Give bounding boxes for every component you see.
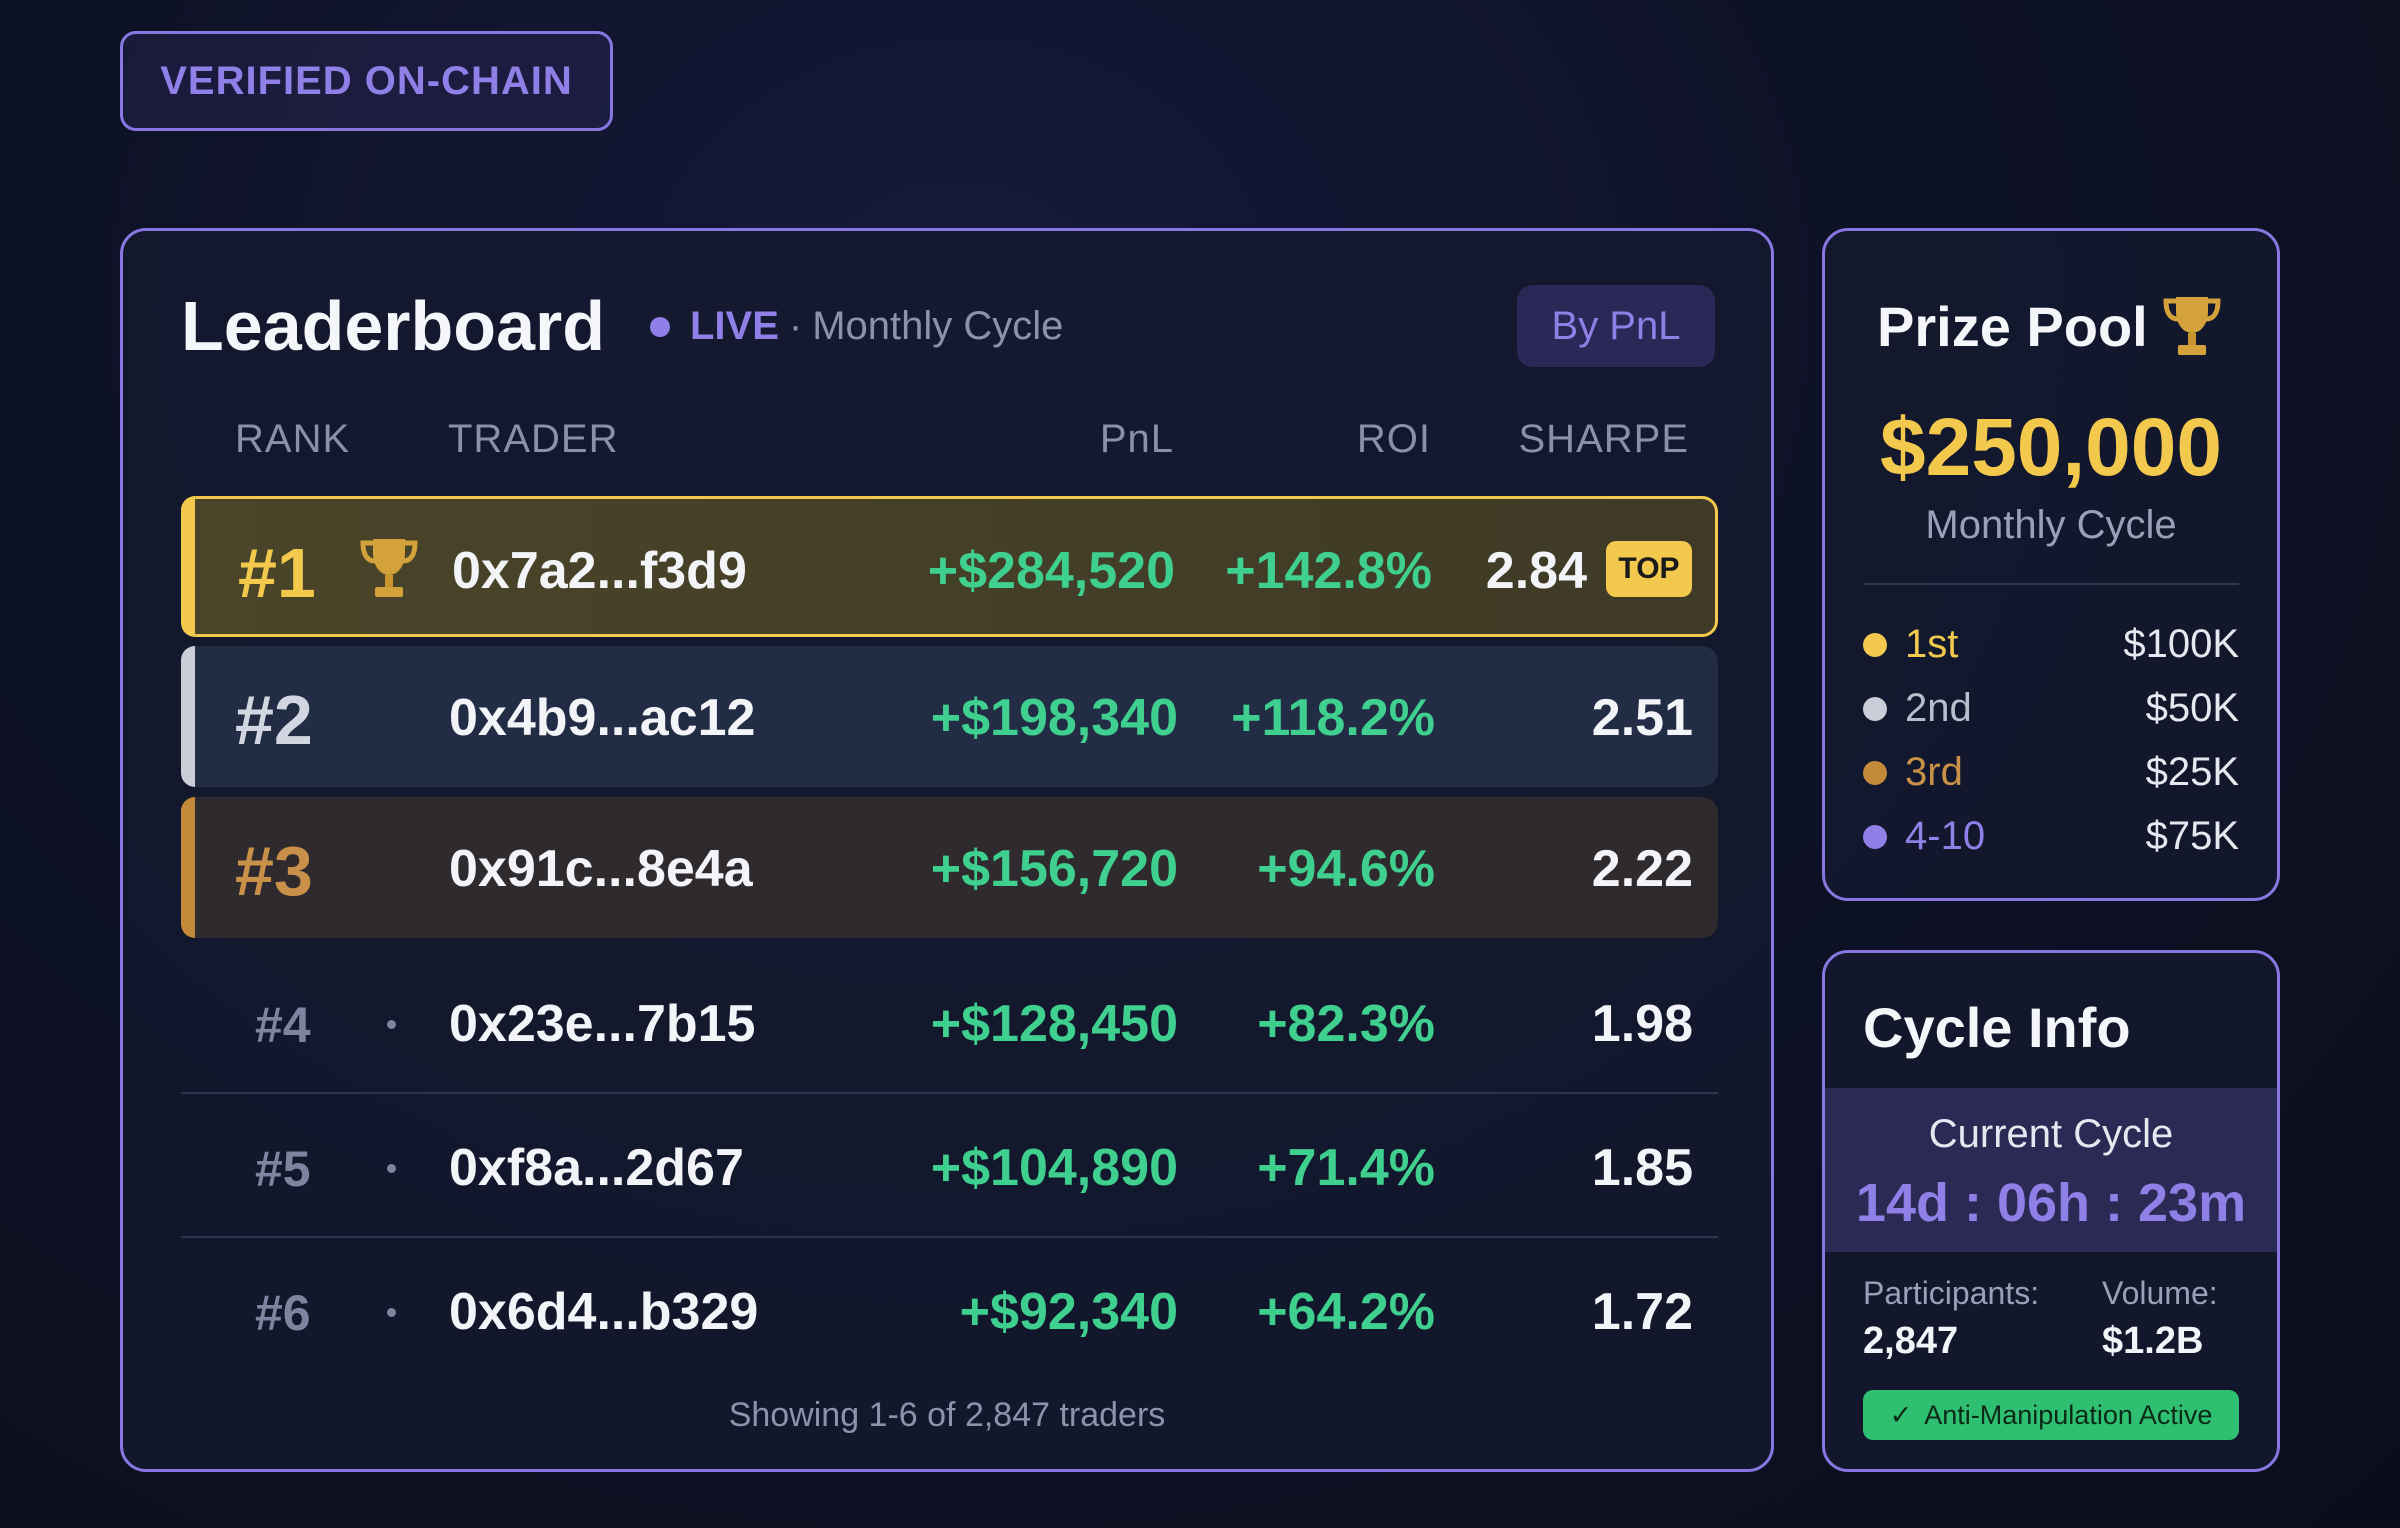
volume-label: Volume:	[2102, 1275, 2218, 1311]
tier-dot-icon	[1863, 761, 1887, 785]
prize-pool-panel: Prize Pool $250,000 Monthly Cycle 1st $1…	[1822, 228, 2280, 901]
sharpe-value: 1.98	[1591, 995, 1693, 1053]
rank: #2	[235, 681, 313, 759]
live-status: LIVE · Monthly Cycle	[650, 304, 1063, 349]
tier-value: $100K	[2123, 622, 2239, 666]
pnl-value: +$104,890	[930, 1139, 1178, 1197]
column-header-trader: TRADER	[448, 417, 619, 461]
leaderboard-row-4[interactable]: #4 0x23e...7b15 +$128,450 +82.3% 1.98	[181, 950, 1718, 1094]
trader-address[interactable]: 0xf8a...2d67	[449, 1139, 744, 1197]
sort-by-pnl-button[interactable]: By PnL	[1517, 285, 1715, 367]
tier-label: 1st	[1905, 622, 1959, 666]
participants-stat: Participants: 2,847	[1863, 1275, 2039, 1363]
tier-label: 4-10	[1905, 814, 1986, 858]
leaderboard-row-6[interactable]: #6 0x6d4...b329 +$92,340 +64.2% 1.72	[181, 1238, 1718, 1382]
trader-address[interactable]: 0x23e...7b15	[449, 995, 756, 1053]
top-badge: TOP	[1606, 541, 1692, 597]
live-separator: ·	[788, 304, 803, 348]
leaderboard-row-3[interactable]: #3 0x91c...8e4a +$156,720 +94.6% 2.22	[181, 797, 1718, 938]
sharpe-value: 1.85	[1591, 1139, 1693, 1197]
sharpe-value: 2.51	[1591, 689, 1693, 747]
volume-value: $1.2B	[2102, 1320, 2204, 1362]
sharpe-value: 2.22	[1591, 840, 1693, 898]
roi-value: +118.2%	[1231, 689, 1435, 747]
rank: #6	[255, 1285, 311, 1341]
prize-pool-cycle: Monthly Cycle	[1925, 503, 2177, 547]
prize-pool-title: Prize Pool	[1877, 294, 2148, 358]
sharpe-value: 1.72	[1591, 1283, 1693, 1341]
pnl-value: +$92,340	[959, 1283, 1178, 1341]
roi-value: +142.8%	[1225, 542, 1432, 600]
anti-manipulation-label: Anti-Manipulation Active	[1924, 1399, 2213, 1430]
cycle-countdown: 14d : 06h : 23m	[1855, 1173, 2247, 1233]
participants-label: Participants:	[1863, 1275, 2040, 1311]
current-cycle-label: Current Cycle	[1928, 1112, 2174, 1156]
prize-tier-4-10: 4-10 $75K	[1863, 811, 2239, 861]
roi-value: +82.3%	[1257, 995, 1435, 1053]
column-header-sharpe: SHARPE	[1518, 417, 1689, 461]
trader-address[interactable]: 0x6d4...b329	[449, 1283, 759, 1341]
tier-dot-icon	[1863, 633, 1887, 657]
divider	[1863, 583, 2239, 585]
live-dot-icon	[650, 316, 670, 337]
prize-tier-2nd: 2nd $50K	[1863, 683, 2239, 733]
tier-label: 2nd	[1905, 686, 1972, 730]
roi-value: +71.4%	[1257, 1139, 1435, 1197]
pnl-value: +$128,450	[930, 995, 1178, 1053]
trader-address[interactable]: 0x7a2...f3d9	[452, 542, 747, 600]
leaderboard-row-5[interactable]: #5 0xf8a...2d67 +$104,890 +71.4% 1.85	[181, 1094, 1718, 1238]
leaderboard-panel: Leaderboard LIVE · Monthly Cycle By PnL …	[120, 228, 1774, 1472]
leaderboard-row-2[interactable]: #2 0x4b9...ac12 +$198,340 +118.2% 2.51	[181, 646, 1718, 787]
leaderboard-row-1[interactable]: #1 0x7a2...f3d9 +$284,520 +142.8% 2.84 T…	[181, 496, 1718, 637]
cycle-info-panel: Cycle Info Current Cycle 14d : 06h : 23m…	[1822, 950, 2280, 1472]
volume-stat: Volume: $1.2B	[2102, 1275, 2218, 1363]
live-label: LIVE	[690, 304, 779, 348]
column-header-pnl: PnL	[1099, 417, 1174, 461]
rank: #4	[255, 997, 311, 1053]
rank: #5	[255, 1141, 311, 1197]
trophy-icon	[360, 539, 418, 597]
bullet-icon	[387, 1308, 396, 1317]
tier-dot-icon	[1863, 825, 1887, 849]
column-header-rank: RANK	[235, 417, 351, 461]
trophy-icon	[2163, 297, 2221, 355]
pagination-summary: Showing 1-6 of 2,847 traders	[728, 1396, 1166, 1434]
column-header-roi: ROI	[1356, 417, 1431, 461]
pnl-value: +$156,720	[930, 840, 1178, 898]
rank: #1	[238, 534, 316, 612]
rank: #3	[235, 832, 313, 910]
prize-pool-heading: Prize Pool	[1877, 293, 2222, 359]
trader-address[interactable]: 0x4b9...ac12	[449, 689, 756, 747]
pnl-value: +$284,520	[927, 542, 1175, 600]
check-icon: ✓	[1889, 1399, 1913, 1430]
cycle-label: Monthly Cycle	[812, 304, 1064, 348]
prize-pool-amount: $250,000	[1879, 402, 2222, 493]
prize-tier-3rd: 3rd $25K	[1863, 747, 2239, 797]
tier-label: 3rd	[1905, 750, 1963, 794]
verified-on-chain-badge: VERIFIED ON-CHAIN	[120, 31, 613, 131]
tier-value: $50K	[2145, 686, 2239, 730]
bullet-icon	[387, 1164, 396, 1173]
sharpe-value: 2.84	[1485, 542, 1587, 600]
leaderboard-title: Leaderboard	[181, 287, 605, 365]
participants-value: 2,847	[1863, 1320, 1959, 1362]
roi-value: +64.2%	[1257, 1283, 1435, 1341]
tier-dot-icon	[1863, 697, 1887, 721]
anti-manipulation-badge: ✓ Anti-Manipulation Active	[1863, 1390, 2239, 1440]
tier-value: $75K	[2145, 814, 2239, 858]
tier-value: $25K	[2145, 750, 2239, 794]
bullet-icon	[387, 1020, 396, 1029]
prize-tier-1st: 1st $100K	[1863, 619, 2239, 669]
current-cycle-band: Current Cycle 14d : 06h : 23m	[1825, 1088, 2277, 1252]
roi-value: +94.6%	[1257, 840, 1435, 898]
pnl-value: +$198,340	[930, 689, 1178, 747]
cycle-info-title: Cycle Info	[1863, 996, 2131, 1059]
trader-address[interactable]: 0x91c...8e4a	[449, 840, 753, 898]
